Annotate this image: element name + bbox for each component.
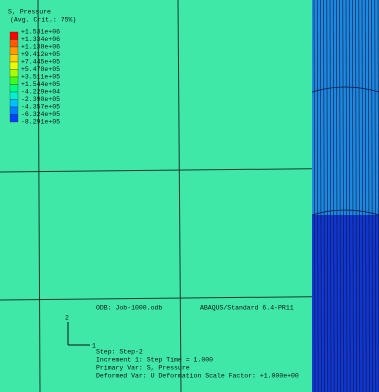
legend-label: -8.291e+05 bbox=[21, 119, 60, 126]
solver: ABAQUS/Standard 6.4-PR11 bbox=[200, 305, 294, 312]
legend-title: S, Pressure bbox=[8, 9, 51, 16]
column-mesh bbox=[311, 0, 379, 392]
mesh-line bbox=[313, 0, 316, 392]
mesh-line bbox=[361, 0, 364, 392]
legend-subtitle: (Avg. Crit.: 75%) bbox=[10, 17, 76, 24]
mesh-line bbox=[342, 0, 345, 392]
mesh-line bbox=[316, 0, 319, 392]
mesh-line bbox=[352, 0, 354, 392]
legend-label: +5.478e+05 bbox=[21, 66, 60, 73]
legend-swatch bbox=[9, 106, 19, 115]
legend-swatch bbox=[9, 91, 19, 100]
legend-swatch bbox=[9, 76, 19, 85]
mesh-line bbox=[311, 209, 379, 216]
triad bbox=[67, 322, 90, 346]
legend-swatch bbox=[9, 84, 19, 93]
legend-label: -4.357e+05 bbox=[21, 104, 60, 111]
legend-label: +1.544e+05 bbox=[21, 81, 60, 88]
triad-label: 2 bbox=[65, 315, 69, 322]
legend-label: -6.324e+05 bbox=[21, 111, 60, 118]
mesh-line bbox=[348, 0, 351, 392]
mesh-line bbox=[368, 0, 370, 392]
mesh-line bbox=[323, 0, 325, 392]
mesh-line bbox=[311, 86, 379, 93]
legend-swatch bbox=[9, 69, 19, 78]
mesh-line bbox=[332, 0, 335, 392]
column-upper bbox=[312, 0, 379, 215]
deformed-var: Deformed Var: U Deformation Scale Factor… bbox=[96, 373, 299, 380]
increment: Increment 1: Step Time = 1.000 bbox=[96, 357, 213, 364]
legend-label: +1.334e+06 bbox=[21, 36, 60, 43]
step: Step: Step-2 bbox=[96, 349, 143, 356]
legend-label: +1.138e+06 bbox=[21, 44, 60, 51]
legend-label: +3.511e+05 bbox=[21, 74, 60, 81]
mesh-line bbox=[374, 0, 377, 392]
mesh-line bbox=[345, 0, 348, 392]
primary-var: Primary Var: S, Pressure bbox=[96, 365, 190, 372]
legend-label: -4.229e+04 bbox=[21, 89, 60, 96]
legend-swatch bbox=[9, 114, 19, 123]
mesh-line bbox=[355, 0, 357, 392]
mesh-line bbox=[326, 0, 329, 392]
mesh-line bbox=[339, 0, 341, 392]
mesh-line bbox=[364, 0, 367, 392]
mesh-line bbox=[320, 0, 322, 392]
legend-swatch bbox=[9, 99, 19, 108]
legend-swatch bbox=[9, 61, 19, 70]
odb-name: ODB: Job-1000.odb bbox=[96, 305, 162, 312]
column-lower bbox=[312, 215, 379, 392]
legend: +1.531e+06+1.334e+06+1.138e+06+9.412e+05… bbox=[9, 29, 60, 126]
mesh-line bbox=[336, 0, 338, 392]
mesh-line bbox=[358, 0, 361, 392]
mesh-line bbox=[329, 0, 332, 392]
legend-label: -2.390e+05 bbox=[21, 96, 60, 103]
legend-swatch bbox=[9, 31, 19, 40]
legend-label: +9.412e+05 bbox=[21, 51, 60, 58]
legend-label: +1.531e+06 bbox=[21, 29, 60, 36]
triad-label: 1 bbox=[92, 343, 96, 350]
legend-label: +7.445e+05 bbox=[21, 59, 60, 66]
legend-swatch bbox=[9, 54, 19, 63]
mesh-line bbox=[371, 0, 373, 392]
legend-swatch bbox=[9, 46, 19, 55]
legend-swatch bbox=[9, 39, 19, 48]
